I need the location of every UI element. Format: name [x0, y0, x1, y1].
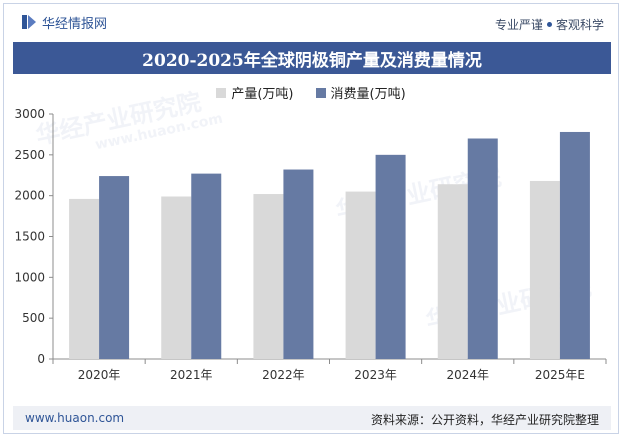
- tagline-left: 专业严谨: [494, 18, 543, 32]
- x-tick-label-3: 2023年: [354, 368, 397, 382]
- bar-consumption-3: [375, 154, 406, 359]
- chart-legend: 产量(万吨) 消费量(万吨): [4, 83, 618, 102]
- legend-item-consumption: 消费量(万吨): [315, 83, 406, 102]
- chart-frame: 华经情报网 专业严谨 客观科学 2020-2025年全球阴极铜产量及消费量情况 …: [3, 3, 619, 434]
- chart-title: 2020-2025年全球阴极铜产量及消费量情况: [13, 42, 611, 74]
- tagline-dot-icon: [546, 22, 552, 27]
- brand-logo-icon: [22, 15, 36, 29]
- brand-name: 华经情报网: [42, 16, 108, 32]
- y-tick-label-2: 1000: [14, 270, 45, 284]
- legend-label-consumption: 消费量(万吨): [330, 87, 406, 102]
- bar-production-1: [161, 196, 192, 359]
- y-tick-label-5: 2500: [14, 148, 45, 162]
- legend-swatch-consumption: [315, 87, 326, 98]
- top-bar: 华经情报网 专业严谨 客观科学: [4, 4, 618, 40]
- y-tick-label-6: 3000: [14, 107, 45, 121]
- footer-url[interactable]: www.huaon.com: [25, 411, 125, 425]
- bar-production-5: [529, 180, 560, 359]
- footer-source: 资料来源：公开资料，华经产业研究院整理: [370, 413, 599, 427]
- bar-consumption-0: [99, 176, 130, 359]
- y-tick-label-4: 2000: [14, 189, 45, 203]
- brand-logo: 华经情报网: [22, 14, 108, 32]
- y-tick-label-3: 1500: [14, 230, 45, 244]
- x-tick-label-0: 2020年: [78, 368, 121, 382]
- bar-production-4: [437, 184, 468, 359]
- footer: www.huaon.com 资料来源：公开资料，华经产业研究院整理: [13, 406, 611, 430]
- legend-item-production: 产量(万吨): [216, 83, 294, 102]
- x-tick-label-2: 2022年: [262, 368, 305, 382]
- x-tick-label-1: 2021年: [170, 368, 213, 382]
- bar-consumption-2: [283, 169, 314, 359]
- tagline-right: 客观科学: [555, 18, 604, 32]
- legend-label-production: 产量(万吨): [231, 87, 294, 102]
- y-tick-label-1: 500: [22, 311, 45, 325]
- tagline: 专业严谨 客观科学: [495, 16, 604, 33]
- bar-production-3: [345, 191, 376, 359]
- x-tick-label-5: 2025年E: [535, 368, 585, 382]
- x-tick-label-4: 2024年: [446, 368, 489, 382]
- bar-production-0: [69, 198, 100, 359]
- bar-consumption-4: [467, 138, 498, 359]
- legend-swatch-production: [216, 87, 227, 98]
- bar-chart: 0 500 1000 1500 2000 2500 3000 2020年 2021年 2022年 2…: [14, 107, 607, 382]
- bar-consumption-1: [191, 173, 222, 359]
- bar-production-2: [253, 194, 284, 359]
- y-tick-label-0: 0: [37, 352, 45, 366]
- bar-consumption-5: [559, 131, 590, 359]
